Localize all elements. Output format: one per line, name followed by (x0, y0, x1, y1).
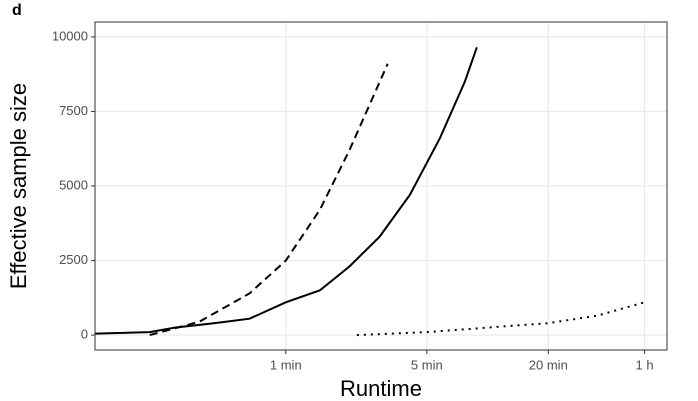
y-tick-label: 0 (81, 327, 88, 342)
x-tick-label: 1 min (270, 357, 302, 372)
x-axis-title: Runtime (340, 376, 422, 401)
x-tick-label: 5 min (411, 357, 443, 372)
x-tick-label: 1 h (636, 357, 654, 372)
y-tick-label: 5000 (59, 177, 88, 192)
y-axis-title: Effective sample size (6, 83, 31, 289)
y-tick-label: 2500 (59, 252, 88, 267)
line-series (149, 63, 389, 337)
y-tick-label: 10000 (52, 28, 88, 43)
panel-border (94, 21, 668, 351)
x-tick-label: 20 min (529, 357, 568, 372)
chart-title: d (12, 2, 22, 19)
line-series (356, 301, 645, 337)
y-tick-label: 7500 (59, 103, 88, 118)
